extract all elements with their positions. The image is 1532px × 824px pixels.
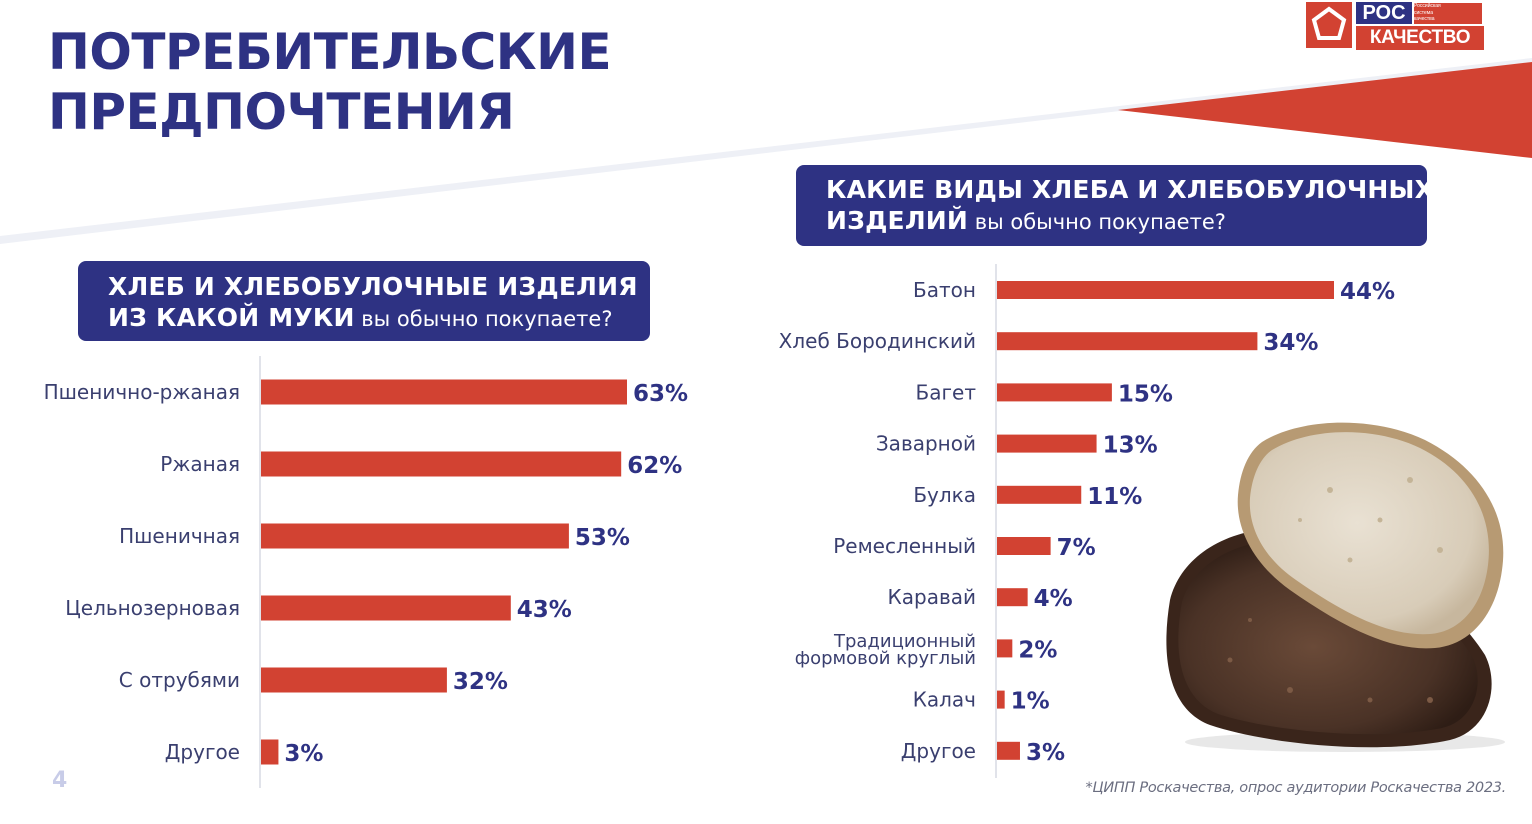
logo-small-text: Российская система качества [1414, 3, 1482, 24]
red-stripe-decor [1118, 62, 1532, 158]
left-question-bold-part: ИЗ КАКОЙ МУКИ [108, 303, 355, 332]
right-question-regular-part: вы обычно покупаете? [968, 210, 1226, 234]
flour-bar [261, 523, 569, 549]
bread-bar [997, 434, 1097, 453]
bread-slices-illustration [1166, 422, 1505, 752]
bread-value-label: 4% [1034, 586, 1073, 612]
bread-value-label: 34% [1263, 330, 1318, 356]
logo-ros-text: РОС [1356, 2, 1412, 24]
flour-category-label: Пшеничная [119, 524, 240, 548]
flour-bar [261, 379, 627, 405]
flour-value-label: 53% [575, 525, 630, 551]
pentagon-logo-icon [1306, 2, 1352, 48]
left-question-regular-part: вы обычно покупаете? [354, 307, 613, 331]
bread-category-label: Батон [913, 278, 976, 302]
bread-category-label: Ремесленный [833, 534, 976, 558]
flour-category-label: Ржаная [160, 452, 240, 476]
right-question-box: КАКИЕ ВИДЫ ХЛЕБА И ХЛЕБОБУЛОЧНЫХ ИЗДЕЛИЙ… [796, 165, 1435, 246]
bread-value-label: 13% [1103, 433, 1158, 459]
bread-category-label: Калач [913, 688, 976, 712]
logo-kachestvo-text: КАЧЕСТВО [1356, 26, 1484, 50]
flour-category-label: С отрубями [119, 668, 240, 692]
bread-value-label: 1% [1011, 689, 1050, 715]
bread-bar [997, 690, 1005, 709]
logo-small-line-3: качества [1414, 16, 1435, 22]
flour-value-label: 63% [633, 381, 688, 407]
flour-value-label: 43% [517, 597, 572, 623]
right-question-line-1: КАКИЕ ВИДЫ ХЛЕБА И ХЛЕБОБУЛОЧНЫХ [826, 175, 1435, 204]
background-white-top [0, 0, 1532, 236]
bread-value-label: 7% [1057, 535, 1096, 561]
right-question-bold-part: ИЗДЕЛИЙ [826, 206, 969, 235]
bread-value-label: 11% [1087, 484, 1142, 510]
flour-value-label: 3% [284, 741, 323, 767]
page-title-line-2: ПРЕДПОЧТЕНИЯ [48, 83, 515, 141]
flour-bar [261, 667, 447, 693]
left-question-box: ХЛЕБ И ХЛЕБОБУЛОЧНЫЕ ИЗДЕЛИЯ ИЗ КАКОЙ МУ… [78, 261, 650, 341]
bread-category-label: Другое [901, 739, 976, 763]
bread-value-label: 15% [1118, 381, 1173, 407]
flour-bar [261, 739, 279, 765]
bread-bar [997, 281, 1334, 299]
flour-bar [261, 595, 511, 621]
bread-category-label: Булка [913, 483, 976, 507]
bread-bar [997, 639, 1013, 658]
bread-value-label: 2% [1018, 637, 1057, 663]
bread-value-label: 3% [1026, 740, 1065, 766]
bread-bar [997, 741, 1020, 760]
bread-category-label: Багет [916, 380, 977, 404]
bread-bar [997, 485, 1082, 504]
logo-small-line-2: система [1414, 9, 1434, 16]
source-footnote: *ЦИПП Роскачества, опрос аудитории Роска… [1085, 780, 1506, 796]
flour-category-label: Пшенично-ржаная [44, 380, 240, 404]
page-title-line-1: ПОТРЕБИТЕЛЬСКИЕ [48, 23, 612, 81]
flour-bar [261, 451, 622, 477]
bread-value-label: 44% [1340, 279, 1395, 305]
left-question-line-1: ХЛЕБ И ХЛЕБОБУЛОЧНЫЕ ИЗДЕЛИЯ [108, 272, 638, 301]
logo-small-line-1: Российская [1414, 3, 1441, 9]
flour-value-label: 32% [453, 669, 508, 695]
roskachestvo-logo: РОС Российская система качества КАЧЕСТВО [1306, 2, 1484, 50]
bread-category-label: Каравай [888, 585, 976, 609]
page-number: 4 [52, 768, 68, 793]
bread-bar [997, 383, 1112, 402]
bread-category-label: Хлеб Бородинский [779, 329, 976, 353]
bread-bar [997, 588, 1028, 607]
page-title: ПОТРЕБИТЕЛЬСКИЕ ПРЕДПОЧТЕНИЯ [48, 22, 612, 142]
bread-bar [997, 537, 1051, 555]
bread-category-label: Традиционный формовой круглый [795, 631, 976, 669]
flour-category-label: Цельнозерновая [65, 596, 240, 620]
bread-category-label: Заварной [876, 432, 976, 456]
flour-category-label: Другое [165, 740, 240, 764]
flour-value-label: 62% [627, 453, 682, 479]
bread-bar [997, 332, 1258, 351]
